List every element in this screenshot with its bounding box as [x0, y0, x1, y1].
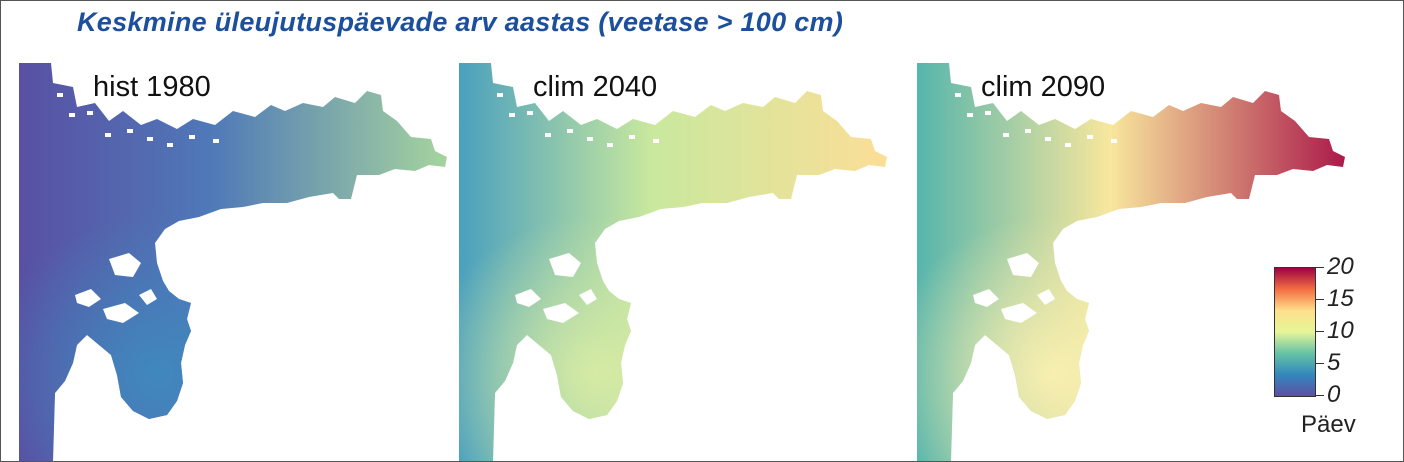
panel-label-clim-2040: clim 2040 [533, 71, 658, 103]
panel-label-clim-2090: clim 2090 [981, 71, 1106, 103]
skerry [87, 111, 93, 115]
island [973, 289, 999, 307]
legend-label-20: 20 [1327, 253, 1354, 280]
island [549, 253, 581, 277]
legend-label-0: 0 [1327, 381, 1341, 408]
skerry [213, 139, 219, 143]
bay-shading [19, 63, 447, 461]
skerry [127, 129, 133, 133]
island [109, 253, 141, 277]
skerry [967, 113, 973, 117]
bay-shading [917, 63, 1345, 461]
gulf-map-clim-2090 [917, 63, 1345, 461]
skerry [189, 135, 195, 139]
skerry [985, 111, 991, 115]
skerry [57, 93, 63, 97]
legend-label-10: 10 [1327, 317, 1354, 344]
legend-color-bar [1274, 267, 1316, 397]
panel-label-hist-1980: hist 1980 [93, 71, 211, 103]
skerry [69, 113, 75, 117]
island [1001, 303, 1037, 323]
skerry [509, 113, 515, 117]
map-panel-clim-2040: clim 2040 [457, 63, 897, 461]
island [579, 289, 597, 305]
skerry [607, 143, 613, 147]
island [139, 289, 157, 305]
legend-unit-label: Päev [1301, 411, 1356, 438]
skerry [527, 111, 533, 115]
legend-label-15: 15 [1327, 285, 1354, 312]
legend-tick-15 [1316, 299, 1324, 300]
legend-tick-5 [1316, 363, 1324, 364]
gulf-map-hist-1980 [19, 63, 447, 461]
legend-label-5: 5 [1327, 349, 1341, 376]
skerry [545, 133, 551, 137]
island [103, 303, 139, 323]
skerry [497, 93, 503, 97]
skerry [567, 129, 573, 133]
map-panel-clim-2090: clim 2090 [915, 63, 1355, 461]
skerry [105, 133, 111, 137]
island [1007, 253, 1039, 277]
bay-shading [459, 63, 887, 461]
figure-title: Keskmine üleujutuspäevade arv aastas (ve… [77, 7, 844, 37]
gulf-map-clim-2040 [459, 63, 887, 461]
skerry [1025, 129, 1031, 133]
skerry [147, 137, 153, 141]
skerry [1087, 135, 1093, 139]
island [75, 289, 101, 307]
skerry [1045, 137, 1051, 141]
skerry [1111, 139, 1117, 143]
skerry [629, 135, 635, 139]
legend-tick-20 [1316, 267, 1324, 268]
legend-tick-10 [1316, 331, 1324, 332]
color-legend: 20 15 10 5 0 Päev [1261, 251, 1391, 451]
skerry [1065, 143, 1071, 147]
skerry [653, 139, 659, 143]
map-panel-hist-1980: hist 1980 [17, 63, 457, 461]
skerry [1003, 133, 1009, 137]
island [515, 289, 541, 307]
legend-tick-0 [1316, 395, 1324, 396]
skerry [587, 137, 593, 141]
island [543, 303, 579, 323]
skerry [955, 93, 961, 97]
island [1037, 289, 1055, 305]
skerry [167, 143, 173, 147]
